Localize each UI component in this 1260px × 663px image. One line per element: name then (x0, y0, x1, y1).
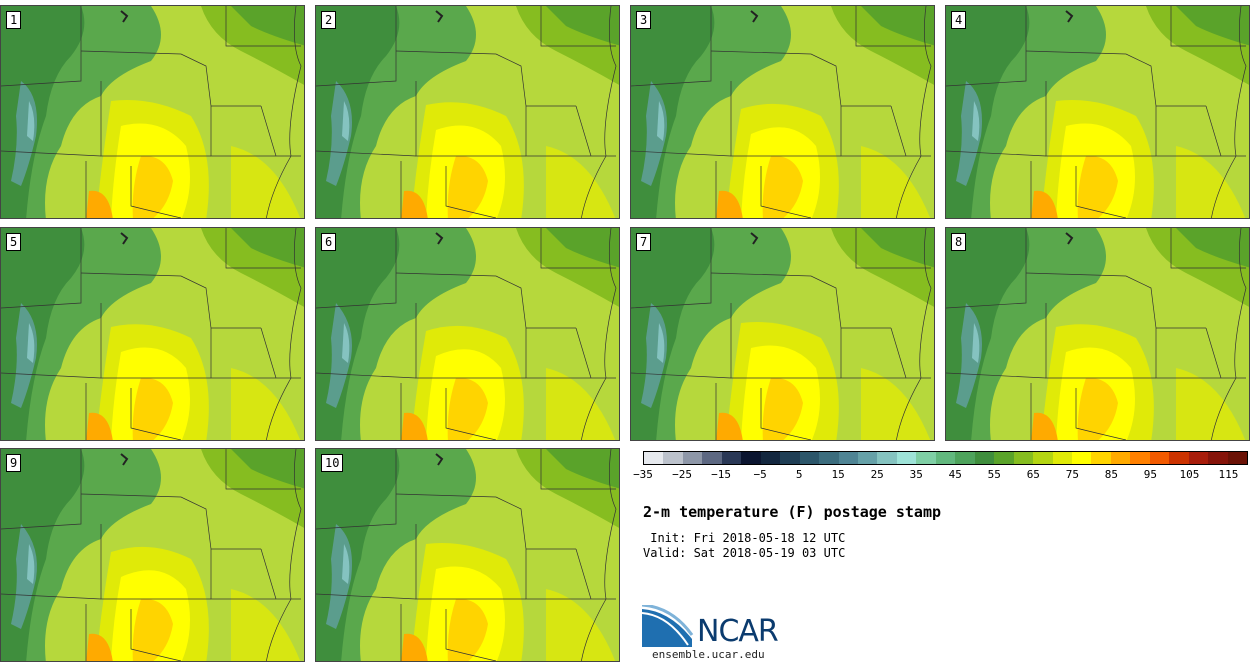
colorbar-swatch (1227, 452, 1248, 464)
valid-time: Valid: Sat 2018-05-19 03 UTC (643, 546, 846, 560)
member-number-label: 3 (636, 11, 652, 29)
plot-title: 2-m temperature (F) postage stamp (643, 503, 942, 521)
colorbar-swatch (663, 452, 683, 464)
site-url: ensemble.ucar.edu (652, 648, 765, 661)
map-panel-5: 5 (0, 227, 305, 441)
member-number-label: 2 (321, 11, 337, 29)
colorbar-tick-label: 35 (909, 468, 923, 481)
colorbar-swatch (974, 452, 995, 464)
temperature-colorbar (643, 451, 1248, 465)
member-number-label: 5 (6, 233, 22, 251)
colorbar-swatch (916, 452, 936, 464)
colorbar-swatch (1110, 452, 1131, 464)
map-panel-8: 8 (945, 227, 1250, 441)
colorbar-swatch (760, 452, 781, 464)
colorbar-ticks: −35 −25 −15 −5 5 15 25 35 45 55 65 75 85 95 105 115 (633, 468, 1248, 488)
temperature-map (1, 449, 304, 661)
colorbar-tick-label: 45 (948, 468, 962, 481)
colorbar-swatch (857, 452, 878, 464)
colorbar-swatch (702, 452, 722, 464)
colorbar-swatch (1130, 452, 1150, 464)
temperature-map (316, 228, 619, 440)
map-panel-10: 10 (315, 448, 620, 662)
ncar-logo-text: NCAR (697, 614, 779, 649)
colorbar-swatch (1188, 452, 1209, 464)
member-number-label: 4 (951, 11, 967, 29)
colorbar-tick-label: 15 (831, 468, 845, 481)
colorbar-tick-label: 75 (1065, 468, 1079, 481)
colorbar-swatch (1013, 452, 1034, 464)
map-panel-3: 3 (630, 5, 935, 219)
member-number-label: 6 (321, 233, 337, 251)
colorbar-tick-label: −15 (711, 468, 731, 481)
ncar-logo-icon (642, 605, 694, 647)
temperature-map (631, 6, 934, 218)
map-panel-9: 9 (0, 448, 305, 662)
temperature-map (1, 228, 304, 440)
colorbar-tick-label: 55 (987, 468, 1001, 481)
colorbar-tick-label: 85 (1104, 468, 1118, 481)
member-number-label: 10 (321, 454, 344, 472)
map-panel-6: 6 (315, 227, 620, 441)
colorbar-tick-label: 115 (1218, 468, 1239, 481)
member-number-label: 8 (951, 233, 967, 251)
member-number-label: 7 (636, 233, 652, 251)
temperature-map (316, 449, 619, 661)
member-number-label: 1 (6, 11, 22, 29)
colorbar-swatch (1149, 452, 1170, 464)
colorbar-swatch (644, 452, 664, 464)
colorbar-swatch (721, 452, 742, 464)
colorbar-swatch (1091, 452, 1111, 464)
map-panel-2: 2 (315, 5, 620, 219)
temperature-map (946, 6, 1249, 218)
colorbar-tick-label: −25 (672, 468, 692, 481)
colorbar-tick-label: 105 (1179, 468, 1200, 481)
temperature-map (1, 6, 304, 218)
colorbar-swatch (741, 452, 761, 464)
colorbar-tick-label: −5 (753, 468, 767, 481)
colorbar-tick-label: 25 (870, 468, 884, 481)
colorbar-swatch (799, 452, 820, 464)
temperature-map (946, 228, 1249, 440)
colorbar-tick-label: 65 (1026, 468, 1040, 481)
map-panel-7: 7 (630, 227, 935, 441)
colorbar-swatch (838, 452, 858, 464)
map-panel-4: 4 (945, 5, 1250, 219)
colorbar-swatch (1071, 452, 1092, 464)
colorbar-swatch (780, 452, 800, 464)
colorbar-swatch (896, 452, 917, 464)
colorbar-tick-label: −35 (633, 468, 653, 481)
colorbar-tick-label: 5 (795, 468, 803, 481)
colorbar-swatch (1208, 452, 1228, 464)
colorbar-swatch (1033, 452, 1053, 464)
colorbar-swatch (994, 452, 1014, 464)
colorbar-swatch (1052, 452, 1072, 464)
colorbar-swatch (1169, 452, 1189, 464)
colorbar-swatch (682, 452, 703, 464)
map-panel-1: 1 (0, 5, 305, 219)
colorbar-swatch (955, 452, 975, 464)
colorbar-swatch (935, 452, 956, 464)
colorbar-swatch (877, 452, 897, 464)
temperature-map (631, 228, 934, 440)
member-number-label: 9 (6, 454, 22, 472)
temperature-map (316, 6, 619, 218)
init-time: Init: Fri 2018-05-18 12 UTC (643, 531, 846, 545)
colorbar-swatch (819, 452, 839, 464)
colorbar-tick-label: 95 (1143, 468, 1158, 481)
